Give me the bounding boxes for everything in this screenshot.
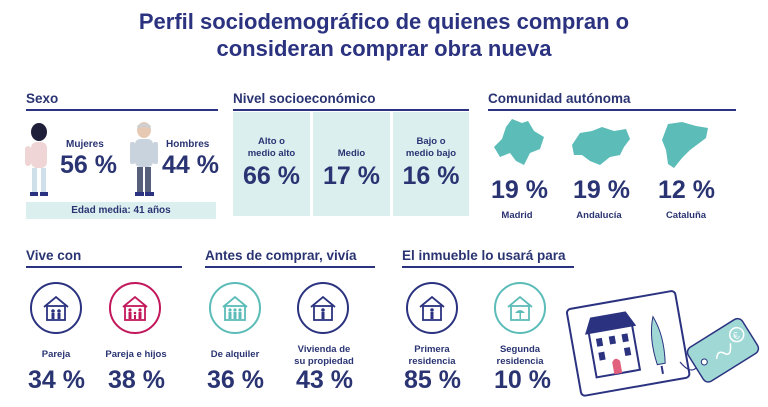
propiedad-label-l1: Vivienda de: [297, 344, 351, 355]
andalucia-value: 19 %: [573, 176, 630, 204]
vive-con-title: Vive con: [26, 248, 82, 263]
mujeres-value: 56 %: [60, 151, 117, 179]
nivel-card-alto: Alto o medio alto 66 %: [233, 112, 310, 216]
mujeres-label: Mujeres: [66, 139, 104, 150]
primera-value: 85 %: [404, 366, 461, 394]
nivel-card-bajo: Bajo o medio bajo 16 %: [393, 112, 469, 216]
uso-rule: [402, 266, 574, 268]
nivel-label-l1: Bajo o: [416, 136, 446, 147]
primera-label-l2: residencia: [408, 356, 456, 367]
nivel-title: Nivel socioeconómico: [233, 91, 376, 106]
pareja-value: 34 %: [28, 366, 85, 394]
segunda-label-l1: Segunda: [499, 344, 541, 355]
alquiler-label: De alquiler: [210, 349, 260, 360]
nivel-label-l2: medio alto: [247, 148, 296, 159]
alquiler-circle: [209, 282, 261, 334]
propiedad-value: 43 %: [296, 366, 353, 394]
nivel-label-l2: medio bajo: [405, 148, 457, 159]
cataluna-map-icon: [662, 122, 708, 168]
segunda-circle: [494, 282, 546, 334]
segunda-label-l2: residencia: [496, 356, 544, 367]
primera-circle: [406, 282, 458, 334]
nivel-card-medio: Medio 17 %: [313, 112, 390, 216]
title-line-1: Perfil sociodemográfico de quienes compr…: [138, 9, 630, 34]
cataluna-label: Cataluña: [665, 210, 707, 221]
edad-media-badge: Edad media: 41 años: [26, 202, 216, 219]
uso-title: El inmueble lo usará para: [402, 248, 566, 263]
pareja-hijos-label: Pareja e hijos: [105, 349, 167, 360]
segunda-value: 10 %: [494, 366, 551, 394]
andalucia-label: Andalucía: [576, 210, 622, 221]
sexo-rule: [26, 109, 218, 111]
man-figure-icon: [130, 122, 158, 196]
pareja-label: Pareja: [41, 349, 71, 360]
page-title: Perfil sociodemográfico de quienes compr…: [0, 8, 768, 62]
nivel-value: 17 %: [323, 162, 380, 190]
cataluna-value: 12 %: [658, 176, 715, 204]
pareja-hijos-value: 38 %: [108, 366, 165, 394]
vive-con-rule: [26, 266, 182, 268]
nivel-label-l2: Medio: [337, 148, 366, 159]
pareja-hijos-circle: [109, 282, 161, 334]
pareja-circle: [30, 282, 82, 334]
title-line-2: consideran comprar obra nueva: [216, 36, 552, 61]
house-vacation-icon: [507, 295, 533, 321]
hombres-value: 44 %: [162, 151, 219, 179]
sexo-title: Sexo: [26, 91, 59, 106]
nivel-rule: [233, 109, 469, 111]
nivel-value: 66 %: [243, 162, 300, 190]
woman-figure-icon: [25, 123, 48, 196]
house-rent-icon: [222, 295, 248, 321]
house-owner-icon: [310, 295, 336, 321]
house-sale-illustration: €: [565, 290, 760, 397]
alquiler-value: 36 %: [207, 366, 264, 394]
propiedad-label-l2: su propiedad: [294, 356, 354, 367]
svg-text:€: €: [731, 330, 742, 343]
antes-title: Antes de comprar, vivía: [205, 248, 357, 263]
house-family-icon: [122, 295, 148, 321]
hombres-label: Hombres: [166, 139, 210, 150]
madrid-value: 19 %: [491, 176, 548, 204]
madrid-label: Madrid: [501, 210, 533, 221]
propiedad-label: Vivienda de su propiedad: [286, 344, 362, 368]
segunda-label: Segunda residencia: [484, 344, 556, 368]
comunidad-title: Comunidad autónoma: [488, 91, 631, 106]
propiedad-circle: [297, 282, 349, 334]
house-couple-icon: [43, 295, 69, 321]
andalucia-map-icon: [572, 127, 630, 165]
antes-rule: [205, 266, 375, 268]
primera-label-l1: Primera: [414, 344, 450, 355]
nivel-value: 16 %: [402, 162, 460, 190]
house-primary-icon: [419, 295, 445, 321]
nivel-label-l1: Alto o: [258, 136, 285, 147]
comunidad-rule: [488, 109, 736, 111]
primera-label: Primera residencia: [396, 344, 468, 368]
madrid-map-icon: [494, 119, 544, 165]
